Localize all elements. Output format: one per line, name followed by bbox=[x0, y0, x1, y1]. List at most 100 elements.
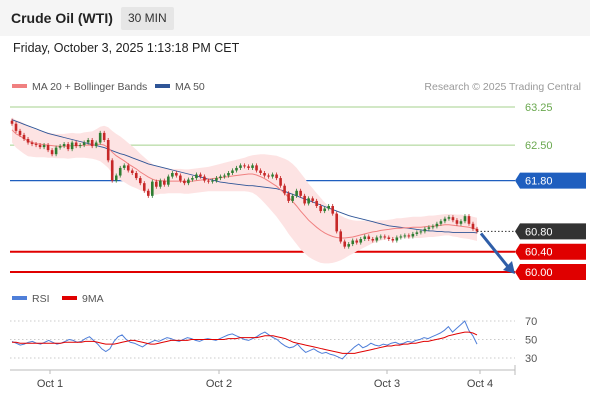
candle-body bbox=[90, 140, 94, 147]
ma9-legend-swatch bbox=[62, 296, 77, 300]
candle-body bbox=[371, 239, 375, 241]
candle-body bbox=[263, 173, 266, 176]
candle-body bbox=[295, 190, 298, 196]
x-axis: Oct 1 Oct 2 Oct 3 Oct 4 bbox=[37, 370, 493, 390]
candlesticks bbox=[10, 118, 479, 249]
x-tick-label: Oct 3 bbox=[374, 378, 400, 390]
rsi-line bbox=[11, 320, 478, 360]
candle-body bbox=[399, 236, 403, 238]
candle-body bbox=[183, 180, 186, 184]
candle-body bbox=[30, 142, 34, 145]
candle-body bbox=[251, 165, 254, 168]
candle-body bbox=[391, 239, 395, 241]
candle-body bbox=[82, 142, 86, 146]
candle-body bbox=[451, 217, 455, 221]
candle-body bbox=[215, 178, 218, 181]
candle-body bbox=[122, 165, 126, 168]
candle-body bbox=[383, 236, 387, 238]
candle-body bbox=[327, 206, 330, 209]
candle-body bbox=[163, 180, 166, 185]
ma9-legend-label: 9MA bbox=[82, 293, 104, 305]
candle-body bbox=[283, 185, 286, 194]
candle-body bbox=[199, 174, 202, 177]
candle-body bbox=[335, 213, 338, 232]
rsi-tick-label: 70 bbox=[525, 316, 537, 328]
x-tick-label: Oct 2 bbox=[206, 378, 232, 390]
candle-body bbox=[271, 174, 274, 177]
price-badge bbox=[515, 172, 586, 189]
candle-body bbox=[455, 220, 459, 224]
price-badge-label: 60.40 bbox=[525, 247, 553, 259]
candle-body bbox=[58, 146, 62, 148]
candle-body bbox=[463, 216, 467, 222]
candle-body bbox=[279, 178, 282, 186]
candle-body bbox=[299, 190, 302, 196]
candle-body bbox=[459, 221, 463, 224]
candle-body bbox=[435, 223, 439, 227]
candle-body bbox=[475, 228, 479, 232]
candle-body bbox=[231, 170, 234, 173]
price-tick-label: 63.25 bbox=[525, 102, 553, 114]
price-axis: 63.25 62.50 61.80 60.80 60.40 60.00 bbox=[515, 102, 586, 280]
candle-body bbox=[78, 145, 82, 147]
candle-body bbox=[126, 165, 130, 171]
candle-body bbox=[203, 176, 206, 181]
rsi-axis: 70 50 30 bbox=[525, 316, 537, 365]
candle-body bbox=[303, 195, 306, 204]
rsi-legend-swatch bbox=[12, 296, 27, 300]
candle-body bbox=[239, 165, 242, 168]
ma20-legend-label: MA 20 + Bollinger Bands bbox=[32, 81, 147, 93]
candle-body bbox=[267, 175, 270, 177]
x-tick-label: Oct 4 bbox=[467, 378, 493, 390]
timeframe-button[interactable]: 30 MIN bbox=[121, 7, 174, 30]
candle-body bbox=[439, 221, 443, 224]
candle-body bbox=[50, 150, 54, 155]
candle-body bbox=[339, 231, 343, 242]
candle-body bbox=[367, 236, 371, 239]
candle-body bbox=[34, 144, 38, 146]
candle-body bbox=[411, 233, 415, 237]
candle-body bbox=[255, 165, 258, 171]
candle-body bbox=[62, 144, 66, 147]
candle-body bbox=[179, 175, 182, 181]
candle-body bbox=[323, 208, 326, 212]
candle-body bbox=[10, 120, 14, 124]
candle-body bbox=[407, 235, 411, 237]
candle-body bbox=[227, 173, 230, 176]
candle-body bbox=[151, 181, 154, 196]
candle-body bbox=[42, 145, 46, 148]
candle-body bbox=[355, 240, 359, 243]
candle-body bbox=[431, 226, 435, 228]
candle-body bbox=[223, 175, 226, 177]
candle-body bbox=[175, 173, 178, 176]
rsi-tick-label: 50 bbox=[525, 335, 537, 347]
rsi-legend-label: RSI bbox=[32, 293, 50, 305]
candle-body bbox=[211, 180, 214, 182]
candle-body bbox=[191, 178, 194, 180]
instrument-title: Crude Oil (WTI) bbox=[11, 10, 113, 26]
candle-body bbox=[94, 142, 98, 147]
rsi-9ma-line bbox=[12, 331, 478, 354]
candle-body bbox=[259, 170, 262, 173]
candle-body bbox=[347, 244, 351, 247]
candle-body bbox=[311, 198, 314, 201]
candle-body bbox=[22, 134, 26, 139]
candle-body bbox=[66, 144, 70, 150]
candle-body bbox=[46, 145, 50, 151]
candle-body bbox=[443, 218, 447, 222]
ma20-line bbox=[11, 129, 478, 239]
candle-body bbox=[70, 142, 74, 150]
candle-body bbox=[247, 166, 250, 168]
candle-body bbox=[195, 174, 198, 179]
candle-body bbox=[106, 140, 110, 161]
candle-body bbox=[86, 140, 90, 143]
credit-text: Research © 2025 Trading Central bbox=[424, 81, 581, 93]
candle-body bbox=[26, 138, 30, 143]
candle-body bbox=[307, 198, 310, 204]
candle-body bbox=[379, 236, 383, 238]
candle-body bbox=[207, 180, 210, 182]
candle-body bbox=[363, 236, 367, 239]
candle-body bbox=[110, 160, 114, 181]
price-badge bbox=[515, 264, 586, 280]
